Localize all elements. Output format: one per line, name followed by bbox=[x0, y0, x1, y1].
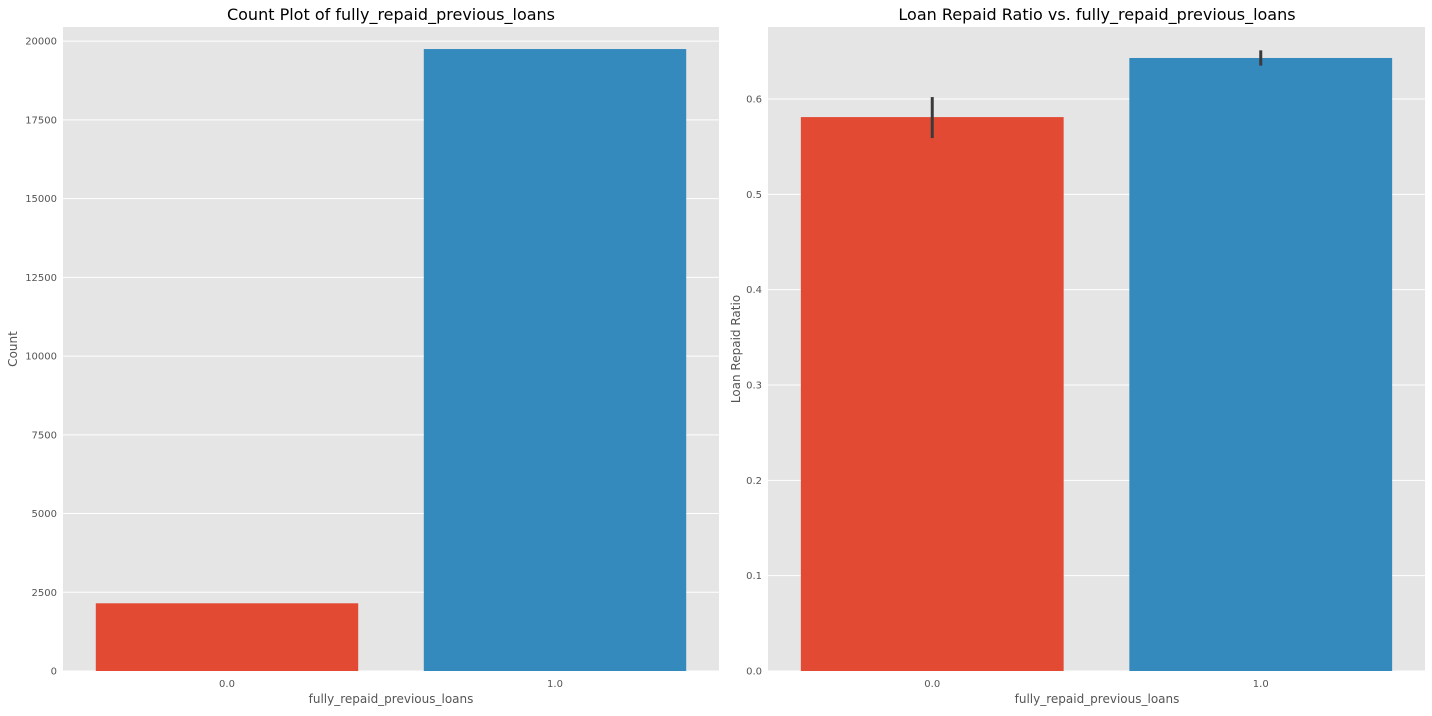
x-axis-label: fully_repaid_previous_loans bbox=[309, 692, 474, 706]
y-tick-label: 0.1 bbox=[746, 571, 762, 582]
repaid-ratio-chart: 0.0 0.1 0.2 0.3 0.4 0.5 0.6 0.0 1.0 Loan Repaid… bbox=[729, 5, 1425, 706]
y-tick-label: 5000 bbox=[32, 509, 57, 520]
y-tick-label: 0 bbox=[51, 667, 57, 678]
y-tick-label: 0.0 bbox=[746, 667, 762, 678]
bars bbox=[95, 49, 687, 672]
x-axis-label: fully_repaid_previous_loans bbox=[1015, 692, 1180, 706]
x-tick-label: 0.0 bbox=[924, 679, 940, 690]
bar-1.0 bbox=[1129, 57, 1393, 672]
y-tick-labels: 0 2500 5000 7500 10000 12500 15000 17500 20000 bbox=[25, 37, 57, 678]
error-bars bbox=[930, 50, 1263, 139]
y-tick-label: 15000 bbox=[25, 194, 57, 205]
bar-0.0 bbox=[800, 117, 1064, 671]
bar-0.0 bbox=[95, 603, 359, 671]
y-tick-label: 0.6 bbox=[746, 94, 762, 105]
chart-title: Count Plot of fully_repaid_previous_loan… bbox=[227, 5, 555, 25]
x-tick-label: 0.0 bbox=[219, 679, 235, 690]
y-tick-label: 12500 bbox=[25, 273, 57, 284]
y-tick-label: 20000 bbox=[25, 37, 57, 48]
bar-1.0 bbox=[423, 49, 687, 672]
y-tick-label: 0.5 bbox=[746, 190, 762, 201]
y-tick-label: 0.4 bbox=[746, 285, 762, 296]
y-axis-label: Count bbox=[6, 331, 20, 367]
x-tick-label: 1.0 bbox=[547, 679, 563, 690]
x-tick-labels: 0.0 1.0 bbox=[924, 679, 1268, 690]
x-tick-label: 1.0 bbox=[1253, 679, 1269, 690]
y-tick-labels: 0.0 0.1 0.2 0.3 0.4 0.5 0.6 bbox=[746, 94, 762, 677]
bars bbox=[800, 57, 1393, 672]
y-tick-label: 2500 bbox=[32, 588, 57, 599]
y-tick-label: 0.2 bbox=[746, 476, 762, 487]
count-plot-chart: 0 2500 5000 7500 10000 12500 15000 17500 20000 0… bbox=[6, 5, 719, 706]
y-axis-label: Loan Repaid Ratio bbox=[729, 295, 743, 403]
y-tick-label: 7500 bbox=[32, 430, 57, 441]
x-tick-labels: 0.0 1.0 bbox=[219, 679, 563, 690]
y-tick-label: 17500 bbox=[25, 115, 57, 126]
y-tick-label: 0.3 bbox=[746, 380, 762, 391]
chart-title: Loan Repaid Ratio vs. fully_repaid_previ… bbox=[898, 5, 1295, 25]
y-tick-label: 10000 bbox=[25, 352, 57, 363]
